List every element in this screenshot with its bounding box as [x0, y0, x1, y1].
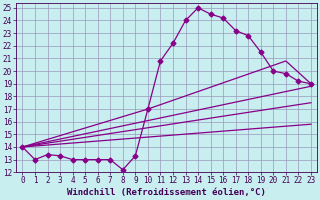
- X-axis label: Windchill (Refroidissement éolien,°C): Windchill (Refroidissement éolien,°C): [67, 188, 266, 197]
